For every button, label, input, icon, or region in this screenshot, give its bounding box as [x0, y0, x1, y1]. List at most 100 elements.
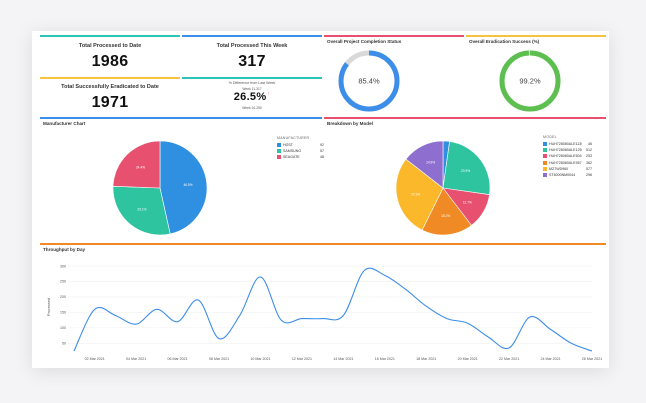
- legend-value: 924: [320, 143, 326, 148]
- legend-value: 577: [320, 149, 326, 154]
- pie-slice-label: 46.5%: [184, 183, 193, 187]
- legend-label: HUH728080ALE1255: [549, 148, 582, 153]
- throughput-series-line[interactable]: [73, 267, 593, 352]
- x-tick-label: 02 Mar 2021: [85, 357, 105, 361]
- throughput-chart-title: Throughput by Day: [43, 247, 86, 252]
- legend-value: 512: [586, 148, 592, 153]
- legend-item[interactable]: HUH728080ALE1139 46: [543, 141, 592, 147]
- gauge-completion-value: 85.4%: [358, 77, 380, 86]
- pie-slice[interactable]: [112, 140, 161, 189]
- kpi-this-week-label: Total Processed This Week: [216, 43, 288, 49]
- pie-slice-label: 14.9%: [426, 161, 435, 165]
- legend-item[interactable]: HUH728080ALE604 253: [543, 153, 592, 159]
- kpi-difference: % Difference from Last Week Week 11-317 …: [182, 77, 322, 115]
- legend-item[interactable]: SEAGATE 485: [277, 154, 326, 160]
- dashboard-canvas: Total Processed to Date 1986 Total Proce…: [32, 31, 609, 368]
- legend-swatch: [277, 143, 281, 148]
- model-chart-panel: Breakdown by Model 23.9% 12.7% 18.2% 29.1% 1…: [324, 117, 606, 239]
- x-tick-label: 16 Mar 2021: [375, 357, 395, 361]
- kpi-total-processed: Total Processed to Date 1986: [40, 35, 180, 75]
- x-tick-label: 12 Mar 2021: [292, 357, 312, 361]
- pie-slice[interactable]: [405, 140, 444, 189]
- legend-swatch: [277, 155, 281, 160]
- gauge-eradication-value: 99.2%: [519, 77, 541, 86]
- y-axis-label: Processed: [47, 298, 51, 316]
- pie-slice-label: 29.1%: [137, 208, 146, 212]
- model-legend: MODEL HUH728080ALE1139 46 HUH728080ALE1255…: [543, 135, 592, 178]
- legend-item[interactable]: HUH728080ALE957 362: [543, 160, 592, 166]
- manufacturer-legend: MANUFACTURER HGST 924 SAMSUNG 577 SEAGATE 485: [277, 136, 326, 161]
- legend-item[interactable]: ST6000NM0044 296: [543, 172, 592, 178]
- manufacturer-chart-panel: Manufacturer Chart 46.5% 29.1% 24.4% MANUF…: [40, 117, 326, 239]
- throughput-line-chart: 300 250 200 150 100 50 Processed 02 Mar 2021 04 …: [47, 264, 602, 361]
- y-tick-label: 100: [60, 326, 66, 330]
- legend-label: SAMSUNG: [283, 149, 302, 154]
- legend-swatch: [543, 154, 547, 159]
- manufacturer-chart-title: Manufacturer Chart: [43, 121, 86, 126]
- kpi-diff-sub-top: Week 11-317: [242, 87, 262, 91]
- legend-label: HUH728080ALE957: [549, 160, 582, 165]
- x-tick-label: 04 Mar 2021: [126, 357, 146, 361]
- pie-slice-label: 29.1%: [411, 192, 420, 196]
- model-pie-chart: 23.9% 12.7% 18.2% 29.1% 14.9%: [395, 140, 491, 236]
- manufacturer-legend-title: MANUFACTURER: [277, 136, 310, 140]
- kpi-this-week: Total Processed This Week 317: [182, 35, 322, 75]
- y-tick-label: 150: [60, 311, 66, 315]
- gauge-completion-title: Overall Project Completion Status: [327, 39, 402, 44]
- legend-item[interactable]: HUH728080ALE1255 512: [543, 147, 592, 153]
- legend-label: HUH728080ALE604: [549, 154, 582, 159]
- pie-slice[interactable]: [395, 158, 444, 231]
- pie-slice[interactable]: [442, 141, 491, 196]
- legend-swatch: [543, 148, 547, 153]
- legend-label: HGST: [283, 143, 293, 148]
- legend-label: MZ7WD960: [549, 166, 569, 171]
- x-tick-label: 24 Mar 2021: [540, 357, 560, 361]
- legend-value: 362: [586, 160, 592, 165]
- y-tick-label: 200: [60, 295, 66, 299]
- gauge-completion-svg: 85.4%: [338, 50, 400, 112]
- legend-value: 485: [320, 155, 326, 160]
- y-tick-label: 50: [62, 341, 66, 345]
- legend-label: SEAGATE: [283, 155, 300, 160]
- model-chart-title: Breakdown by Model: [327, 121, 373, 126]
- legend-item[interactable]: HGST 924: [277, 142, 326, 148]
- gauge-completion-panel: Overall Project Completion Status 85.4%: [324, 35, 464, 115]
- legend-label: ST6000NM0044: [549, 173, 576, 178]
- arrow-up-icon: ↑: [267, 91, 271, 97]
- kpi-diff-label: % Difference from Last Week: [228, 81, 276, 85]
- legend-item[interactable]: MZ7WD960 577: [543, 166, 592, 172]
- pie-slice-label: 12.7%: [463, 200, 472, 204]
- pie-slice[interactable]: [159, 140, 208, 235]
- legend-swatch: [543, 142, 547, 147]
- kpi-eradicated: Total Successfully Eradicated to Date 19…: [40, 77, 180, 115]
- gauge-eradication-panel: Overall Eradication Success (%) 99.2%: [466, 35, 606, 115]
- kpi-eradicated-value: 1971: [91, 94, 129, 111]
- x-tick-label: 08 Mar 2021: [209, 357, 229, 361]
- gauge-eradication-svg: 99.2%: [499, 50, 561, 112]
- pie-slice-label: 24.4%: [136, 166, 145, 170]
- x-tick-label: 22 Mar 2021: [499, 357, 519, 361]
- legend-value: 253: [586, 154, 592, 159]
- legend-label: HUH728080ALE1139: [549, 142, 582, 147]
- manufacturer-pie-chart: 46.5% 29.1% 24.4%: [112, 140, 208, 236]
- legend-swatch: [543, 173, 547, 178]
- throughput-chart-panel: Throughput by Day 300 250 200 150 100 50 Proce…: [40, 243, 606, 365]
- legend-swatch: [543, 166, 547, 171]
- kpi-this-week-value: 317: [238, 53, 266, 70]
- x-tick-label: 20 Mar 2021: [458, 357, 478, 361]
- pie-slice[interactable]: [421, 187, 472, 236]
- legend-swatch: [543, 160, 547, 165]
- x-tick-label: 14 Mar 2021: [333, 357, 353, 361]
- pie-slice[interactable]: [112, 185, 171, 236]
- x-tick-label: 06 Mar 2021: [168, 357, 188, 361]
- kpi-diff-value: 26.5%↑: [182, 91, 322, 103]
- gauge-completion-arc: [338, 50, 400, 112]
- x-tick-label: 18 Mar 2021: [416, 357, 436, 361]
- kpi-total-processed-label: Total Processed to Date: [78, 43, 142, 49]
- model-legend-title: MODEL: [543, 135, 557, 139]
- legend-item[interactable]: SAMSUNG 577: [277, 148, 326, 154]
- gauge-eradication-arc: [499, 50, 561, 112]
- legend-value: 46: [588, 142, 592, 147]
- x-tick-label: 26 Mar 2021: [582, 357, 602, 361]
- y-tick-label: 250: [60, 280, 66, 284]
